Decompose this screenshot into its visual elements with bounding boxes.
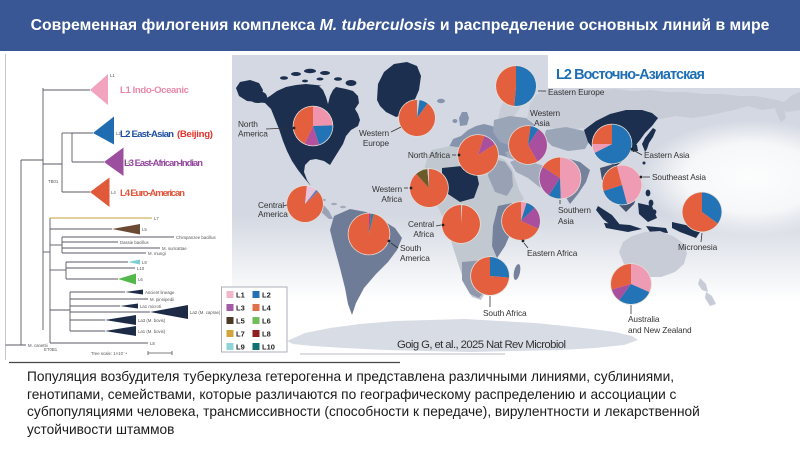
svg-text:Eastern Asia: Eastern Asia (644, 150, 690, 160)
svg-text:La3 (M. bovis): La3 (M. bovis) (138, 318, 166, 323)
svg-text:South Africa: South Africa (483, 308, 527, 318)
svg-text:L10: L10 (262, 343, 275, 352)
svg-text:M. canettii: M. canettii (28, 343, 48, 348)
svg-text:America: America (238, 129, 268, 139)
svg-text:South: South (400, 243, 422, 253)
svg-text:L2 Восточно-Азиатская: L2 Восточно-Азиатская (556, 67, 705, 83)
svg-text:Africa: Africa (381, 194, 402, 204)
svg-text:Goig G, et al., 2025 Nat Rev M: Goig G, et al., 2025 Nat Rev Microbiol (397, 339, 566, 351)
svg-text:L1: L1 (236, 291, 245, 300)
svg-text:L4: L4 (262, 304, 272, 313)
svg-text:Micronesia: Micronesia (678, 242, 718, 252)
svg-text:Southeast Asia: Southeast Asia (652, 172, 706, 182)
svg-text:L2: L2 (116, 131, 121, 136)
svg-text:Western: Western (530, 108, 561, 118)
svg-text:L2 East-Asian: L2 East-Asian (120, 129, 174, 140)
svg-text:Western: Western (359, 128, 390, 138)
svg-text:Ancient lineage: Ancient lineage (145, 290, 175, 295)
svg-text:L9: L9 (142, 260, 147, 265)
svg-text:L6: L6 (262, 317, 271, 326)
svg-text:and New Zealand: and New Zealand (628, 325, 692, 335)
svg-text:TB01: TB01 (48, 179, 59, 184)
svg-text:Chimpanzee bacillus: Chimpanzee bacillus (176, 235, 216, 240)
svg-text:M. mungi: M. mungi (148, 251, 166, 256)
svg-text:L7: L7 (154, 216, 159, 221)
svg-text:Central: Central (408, 219, 434, 229)
svg-text:L4: L4 (111, 190, 116, 195)
svg-text:L8: L8 (262, 330, 271, 339)
svg-text:L7: L7 (236, 330, 245, 339)
svg-text:L1: L1 (110, 73, 115, 78)
svg-text:Tree scale: 1×10⁻⁴: Tree scale: 1×10⁻⁴ (91, 351, 127, 356)
svg-text:L6: L6 (138, 277, 143, 282)
svg-text:L4 Euro-American: L4 Euro-American (120, 188, 185, 199)
svg-text:Asia: Asia (534, 118, 550, 128)
svg-text:Africa: Africa (413, 229, 434, 239)
svg-text:M. suricattae: M. suricattae (162, 246, 187, 251)
svg-text:L3 East-African-Indian: L3 East-African-Indian (124, 157, 203, 168)
svg-text:L3: L3 (236, 304, 245, 313)
svg-text:America: America (400, 253, 430, 263)
svg-text:L9: L9 (236, 343, 245, 352)
svg-text:Asia: Asia (558, 216, 574, 226)
svg-text:ET0B1: ET0B1 (44, 347, 58, 352)
svg-text:L5: L5 (142, 227, 147, 232)
svg-text:M. pinnipedii: M. pinnipedii (150, 297, 174, 302)
svg-text:Southern: Southern (558, 205, 591, 215)
svg-text:L8: L8 (150, 341, 155, 346)
svg-text:L2: L2 (262, 291, 271, 300)
svg-text:La1 (M. bovis): La1 (M. bovis) (138, 329, 166, 334)
svg-text:Dassie bacillus: Dassie bacillus (120, 240, 149, 245)
svg-text:Australia: Australia (628, 314, 660, 324)
svg-text:Eastern Africa: Eastern Africa (527, 248, 578, 258)
svg-text:North: North (238, 119, 258, 129)
svg-text:Europe: Europe (363, 138, 390, 148)
svg-text:America: America (258, 209, 288, 219)
svg-text:La1 microti: La1 microti (140, 304, 161, 309)
svg-text:L5: L5 (236, 317, 245, 326)
svg-text:La2 (M. caprae): La2 (M. caprae) (190, 310, 221, 315)
svg-text:L10: L10 (137, 266, 145, 271)
svg-text:L3: L3 (125, 160, 130, 165)
svg-text:North Africa: North Africa (408, 150, 451, 160)
svg-text:(Beijing): (Beijing) (177, 129, 213, 140)
svg-text:Western: Western (372, 184, 403, 194)
svg-text:L1 Indo-Oceanic: L1 Indo-Oceanic (120, 85, 190, 96)
svg-text:Central: Central (258, 200, 284, 210)
svg-text:Eastern Europe: Eastern Europe (548, 87, 605, 97)
